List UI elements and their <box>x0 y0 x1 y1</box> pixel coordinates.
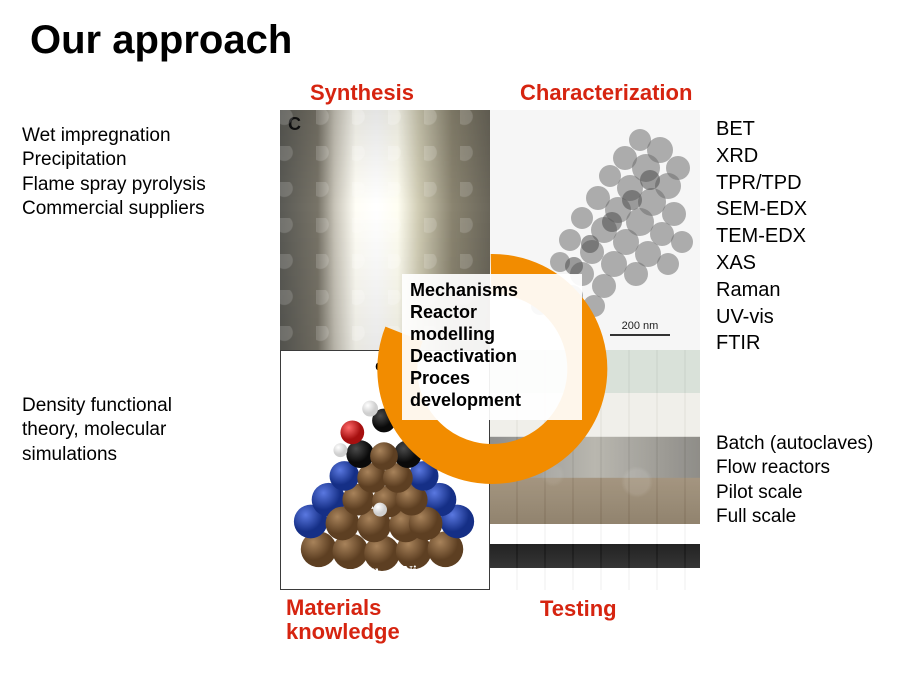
label-materials-line1: Materials <box>286 595 381 620</box>
characterization-list: BET XRD TPR/TPD SEM-EDX TEM-EDX XAS Rama… <box>716 116 807 357</box>
center-line: Deactivation <box>410 346 574 368</box>
list-item: Flame spray pyrolysis <box>22 173 206 197</box>
label-testing: Testing <box>540 596 617 622</box>
svg-text:Ni: Ni <box>403 563 417 578</box>
label-characterization: Characterization <box>520 80 692 106</box>
list-item: TEM-EDX <box>716 223 807 250</box>
synthesis-methods-list: Wet impregnation Precipitation Flame spr… <box>22 124 206 221</box>
list-item: Pilot scale <box>716 481 873 505</box>
center-line: Mechanisms <box>410 280 574 302</box>
materials-methods-list: Density functional theory, molecular sim… <box>22 394 172 467</box>
list-item: Wet impregnation <box>22 124 206 148</box>
list-item: Commercial suppliers <box>22 197 206 221</box>
list-item: simulations <box>22 443 172 467</box>
center-line: Proces <box>410 368 574 390</box>
label-materials: Materials knowledge <box>286 596 400 644</box>
list-item: Full scale <box>716 505 873 529</box>
list-item: theory, molecular <box>22 418 172 442</box>
list-item: Raman <box>716 277 807 304</box>
center-line: modelling <box>410 324 574 346</box>
page-title: Our approach <box>30 18 292 63</box>
svg-text:Cu: Cu <box>361 563 379 578</box>
center-topics-box: Mechanisms Reactor modelling Deactivatio… <box>402 274 582 420</box>
list-item: FTIR <box>716 330 807 357</box>
testing-list: Batch (autoclaves) Flow reactors Pilot s… <box>716 432 873 529</box>
list-item: Batch (autoclaves) <box>716 432 873 456</box>
center-line: development <box>410 390 574 412</box>
list-item: Density functional <box>22 394 172 418</box>
list-item: TPR/TPD <box>716 170 807 197</box>
label-materials-line2: knowledge <box>286 619 400 644</box>
list-item: BET <box>716 116 807 143</box>
panel-synthesis-tag: C <box>288 114 301 135</box>
svg-text:200 nm: 200 nm <box>622 320 659 332</box>
center-line: Reactor <box>410 302 574 324</box>
list-item: Flow reactors <box>716 456 873 480</box>
list-item: UV-vis <box>716 304 807 331</box>
label-synthesis: Synthesis <box>310 80 414 106</box>
list-item: XAS <box>716 250 807 277</box>
list-item: SEM-EDX <box>716 196 807 223</box>
list-item: XRD <box>716 143 807 170</box>
list-item: Precipitation <box>22 148 206 172</box>
